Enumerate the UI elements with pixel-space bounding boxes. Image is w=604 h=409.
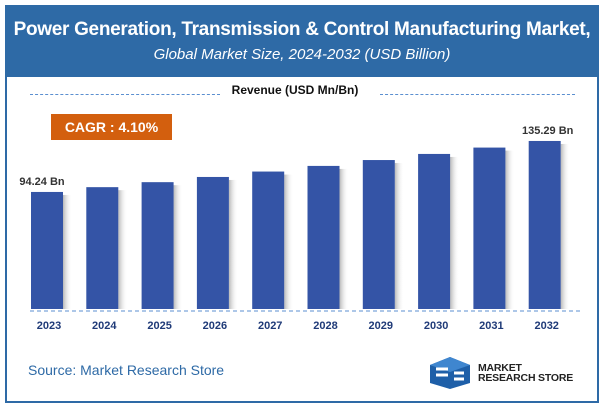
x-tick-label: 2023 [37, 320, 61, 332]
bar-2026 [196, 176, 229, 309]
bar-shadow [228, 179, 238, 309]
chart-title: Power Generation, Transmission & Control… [13, 19, 591, 40]
bar-shadow [118, 190, 128, 309]
bar-2027 [252, 171, 285, 309]
bar-shadow [560, 143, 570, 309]
source-text: Source: Market Research Store [28, 362, 225, 378]
data-label: 94.24 Bn [19, 176, 65, 188]
logo-cube-icon [430, 357, 470, 389]
bar-shadow [284, 174, 294, 309]
bar-2030 [418, 153, 451, 309]
bar-shadow [173, 185, 183, 309]
bar-shadow [63, 194, 72, 309]
logo: MARKET RESEARCH STORE [428, 355, 573, 391]
series-title: Revenue (USD Mn/Bn) [0, 83, 590, 97]
bar-2028 [307, 165, 340, 309]
divider-right [380, 94, 575, 95]
x-tick-label: 2030 [424, 320, 448, 332]
x-tick-label: 2032 [534, 320, 558, 332]
x-tick-label: 2026 [203, 320, 227, 332]
bar-2031 [473, 147, 506, 309]
header: Power Generation, Transmission & Control… [7, 7, 597, 77]
x-tick-label: 2031 [479, 320, 503, 332]
bar-2032 [528, 140, 561, 309]
data-label: 135.29 Bn [522, 125, 574, 137]
x-tick-label: 2025 [147, 320, 171, 332]
bar-2024 [86, 187, 119, 309]
x-tick-label: 2024 [92, 320, 117, 332]
bar-shadow [339, 168, 349, 309]
x-tick-label: 2028 [313, 320, 337, 332]
cagr-badge: CAGR : 4.10% [51, 114, 172, 140]
x-tick-label: 2027 [258, 320, 282, 332]
x-tick-label: 2029 [369, 320, 393, 332]
chart-subtitle: Global Market Size, 2024-2032 (USD Billi… [153, 46, 451, 63]
bar-shadow [450, 156, 460, 309]
bar-shadow [394, 163, 404, 309]
bar-2025 [141, 182, 174, 309]
bar-2023 [31, 191, 63, 309]
divider-left [30, 94, 220, 95]
bar-shadow [505, 150, 515, 309]
bar-2029 [362, 160, 395, 309]
